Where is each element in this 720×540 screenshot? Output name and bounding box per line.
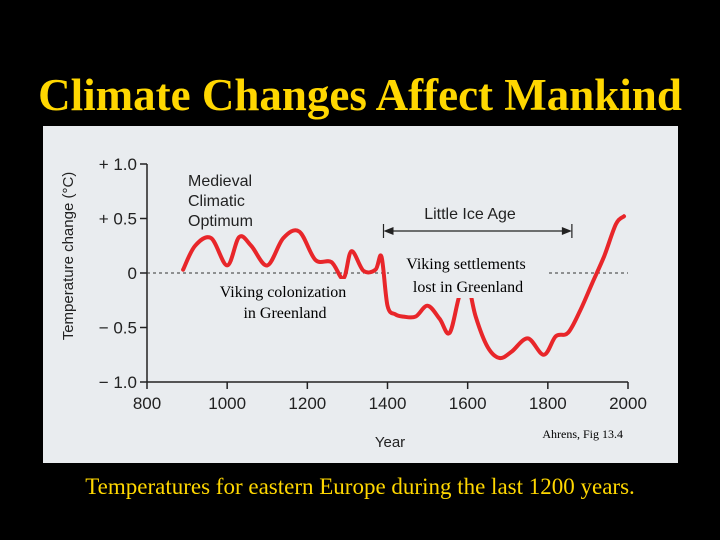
- x-tick-label: 1800: [529, 394, 567, 413]
- viking-colonization-box: [201, 279, 369, 325]
- little-ice-age-left-arrow: [383, 227, 394, 235]
- x-tick-label: 1200: [288, 394, 326, 413]
- x-tick-label: 800: [133, 394, 161, 413]
- medieval-line-1: Medieval: [188, 173, 252, 190]
- figure-credit: Ahrens, Fig 13.4: [542, 427, 623, 441]
- medieval-line-3: Optimum: [188, 213, 253, 230]
- viking-colonization-label: Viking colonization in Greenland: [220, 284, 351, 322]
- x-tick-label: 1400: [369, 394, 407, 413]
- y-tick-label: − 0.5: [99, 319, 137, 338]
- viking-settlements-box: [389, 252, 549, 298]
- y-tick-label: + 0.5: [99, 210, 137, 229]
- y-tick-label: + 1.0: [99, 155, 137, 174]
- viking-settlements-line-1: Viking settlements: [406, 256, 525, 273]
- y-tick-label: − 1.0: [99, 373, 137, 392]
- chart-panel: + 1.0 + 0.5 0 − 0.5 − 1.0 800 1000 1200 1400 160…: [43, 126, 678, 463]
- medieval-optimum-label: Medieval Climatic Optimum: [188, 173, 256, 230]
- temperature-curve: [181, 214, 626, 361]
- x-axis-title: Year: [375, 434, 405, 451]
- y-tick-label: 0: [128, 264, 137, 283]
- viking-colonization-line-1: Viking colonization: [220, 284, 347, 301]
- x-tick-label: 1000: [208, 394, 246, 413]
- slide-title: Climate Changes Affect Mankind: [38, 70, 682, 120]
- x-tick-label: 1600: [449, 394, 487, 413]
- medieval-line-2: Climatic: [188, 193, 245, 210]
- little-ice-age-right-arrow: [561, 227, 572, 235]
- little-ice-age-label: Little Ice Age: [424, 206, 516, 223]
- temperature-chart: + 1.0 + 0.5 0 − 0.5 − 1.0 800 1000 1200 1400 160…: [60, 155, 647, 451]
- slide-caption: Temperatures for eastern Europe during t…: [85, 474, 635, 499]
- viking-settlements-line-2: lost in Greenland: [413, 279, 523, 296]
- viking-settlements-label: Viking settlements lost in Greenland: [406, 256, 529, 296]
- viking-colonization-line-2: in Greenland: [243, 305, 326, 322]
- y-axis-title: Temperature change (°C): [60, 172, 77, 341]
- x-tick-label: 2000: [609, 394, 647, 413]
